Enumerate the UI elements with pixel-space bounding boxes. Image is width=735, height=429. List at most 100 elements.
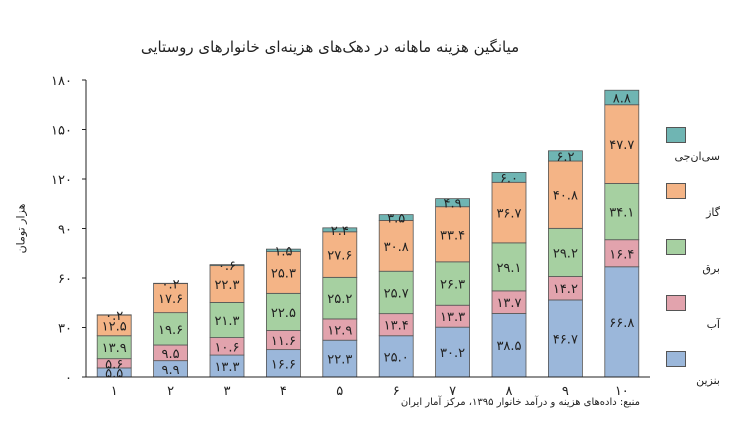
legend-swatch <box>666 239 686 255</box>
bar-segment <box>209 302 245 338</box>
data-label: ۱۹.۶ <box>158 323 183 338</box>
data-label: ۹.۵ <box>162 347 180 362</box>
legend-label: بنزین <box>696 374 720 387</box>
data-label: ۳۴.۱ <box>609 206 634 221</box>
legend-swatch <box>666 295 686 311</box>
x-tick-label: ۷ <box>449 384 456 399</box>
y-tick-label: ۱۲۰ <box>51 173 72 188</box>
data-label: ۲۵.۷ <box>384 286 409 301</box>
bar-segment <box>548 150 583 162</box>
data-label: ۰.۲ <box>162 277 180 292</box>
data-label: ۳۰.۲ <box>440 346 465 361</box>
data-label: ۱۲.۹ <box>327 324 352 339</box>
data-label: ۲۲.۳ <box>327 353 352 368</box>
x-tick-label: ۹ <box>562 384 569 399</box>
legend-swatch <box>666 183 686 199</box>
bar-segment <box>322 227 358 233</box>
data-label: ۱۳.۴ <box>384 319 409 334</box>
data-label: ۱.۵ <box>274 244 292 259</box>
data-label: ۱۱.۶ <box>271 334 296 349</box>
bars-layer: ۵.۵۵.۶۱۳.۹۱۲.۵۰.۲۹.۹۹.۵۱۹.۶۱۷.۶۰.۲۱۳.۳۱۰… <box>96 89 640 381</box>
data-label: ۳۳.۴ <box>440 228 465 243</box>
legend-swatch <box>666 127 686 143</box>
y-tick-label: ۳۰ <box>58 322 72 337</box>
data-label: ۲۵.۰ <box>384 350 409 365</box>
legend-label: سی‌ان‌جی <box>674 150 721 163</box>
x-tick-label: ۴ <box>280 384 287 399</box>
legend-swatch <box>666 351 686 367</box>
data-label: ۳۰.۸ <box>384 240 409 255</box>
y-tick-label: ۰ <box>65 371 72 386</box>
x-tick-label: ۵ <box>336 384 343 399</box>
bar-segment <box>604 104 640 184</box>
x-tick-label: ۸ <box>506 384 513 399</box>
data-label: ۲۵.۳ <box>271 266 296 281</box>
bar-segment <box>435 198 471 208</box>
data-label: ۱۳.۳ <box>214 360 239 375</box>
y-tick-label: ۱۸۰ <box>51 74 72 89</box>
y-tick-label: ۱۵۰ <box>51 124 72 139</box>
bar-segment <box>265 248 301 252</box>
data-label: ۶۶.۸ <box>609 316 634 331</box>
bar-segment <box>548 227 583 277</box>
bar-segment <box>491 171 527 183</box>
data-label: ۴.۹ <box>444 197 462 212</box>
legend-label: برق <box>702 262 720 275</box>
data-label: ۲۲.۳ <box>214 278 239 293</box>
bar-segment <box>265 251 301 294</box>
data-label: ۲.۴ <box>331 224 349 239</box>
bar-segment <box>604 266 640 378</box>
data-label: ۰.۶ <box>218 259 236 274</box>
data-label: ۹.۹ <box>162 363 180 378</box>
data-label: ۱۴.۲ <box>553 282 578 297</box>
data-label: ۱۳.۷ <box>496 296 521 311</box>
data-label: ۲۹.۱ <box>496 261 521 276</box>
bar-segment <box>153 283 189 314</box>
data-label: ۱۳.۹ <box>102 341 127 356</box>
data-label: ۲۹.۲ <box>553 246 578 261</box>
data-label: ۲۲.۵ <box>271 306 296 321</box>
x-tick-label: ۱۰ <box>615 384 629 399</box>
axes-layer: ۰ ۳۰ ۶۰ ۹۰ ۱۲۰ ۱۵۰ ۱۸۰ ۱ ۲ ۳ ۴ ۵ ۶ ۷ ۸ ۹ ۱۰ <box>51 74 650 399</box>
bar-segment <box>548 160 583 229</box>
bar-segment <box>435 261 471 306</box>
data-label: ۲۵.۲ <box>327 292 352 307</box>
data-label: ۴۰.۸ <box>553 189 578 204</box>
data-label: ۲۷.۶ <box>327 249 352 264</box>
bar-segment <box>153 312 189 346</box>
data-label: ۱۲.۵ <box>102 319 127 334</box>
chart-title: میانگین هزینه ماهانه در دهک‌های هزینه‌ای… <box>140 38 520 56</box>
bar-segment <box>378 270 414 315</box>
bar-segment <box>604 183 640 241</box>
bar-segment <box>604 239 640 268</box>
data-label: ۱۷.۶ <box>158 292 183 307</box>
data-label: ۴۶.۷ <box>553 332 578 347</box>
source-note: منبع: داده‌های هزینه و درآمد خانوار ۱۳۹۵… <box>400 397 640 408</box>
data-label: ۱۶.۶ <box>271 357 296 372</box>
bar-segment <box>378 214 414 221</box>
bar-segment <box>491 181 527 244</box>
data-label: ۲۱.۳ <box>214 314 239 329</box>
data-label: ۵.۵ <box>105 366 123 381</box>
bar-segment <box>265 292 301 331</box>
data-label: ۳۸.۵ <box>496 339 521 354</box>
bar-segment <box>435 326 471 378</box>
bar-segment <box>209 264 245 267</box>
data-label: ۸.۸ <box>613 91 631 106</box>
x-tick-label: ۱ <box>111 384 118 399</box>
bar-segment <box>322 231 358 278</box>
y-tick-label: ۹۰ <box>58 223 72 238</box>
x-tick-label: ۳ <box>224 384 231 399</box>
data-label: ۳۶.۷ <box>496 207 521 222</box>
data-label: ۴۷.۷ <box>609 138 634 153</box>
bar-segment <box>435 206 471 263</box>
data-label: ۱۶.۴ <box>609 247 634 262</box>
data-label: ۶.۰ <box>500 171 518 186</box>
x-tick-label: ۲ <box>167 384 174 399</box>
bar-segment <box>604 89 640 106</box>
data-label: ۱۰.۶ <box>214 340 239 355</box>
bar-segment <box>491 313 527 378</box>
data-label: ۲۶.۳ <box>440 278 465 293</box>
data-label: ۳.۵ <box>387 212 405 227</box>
